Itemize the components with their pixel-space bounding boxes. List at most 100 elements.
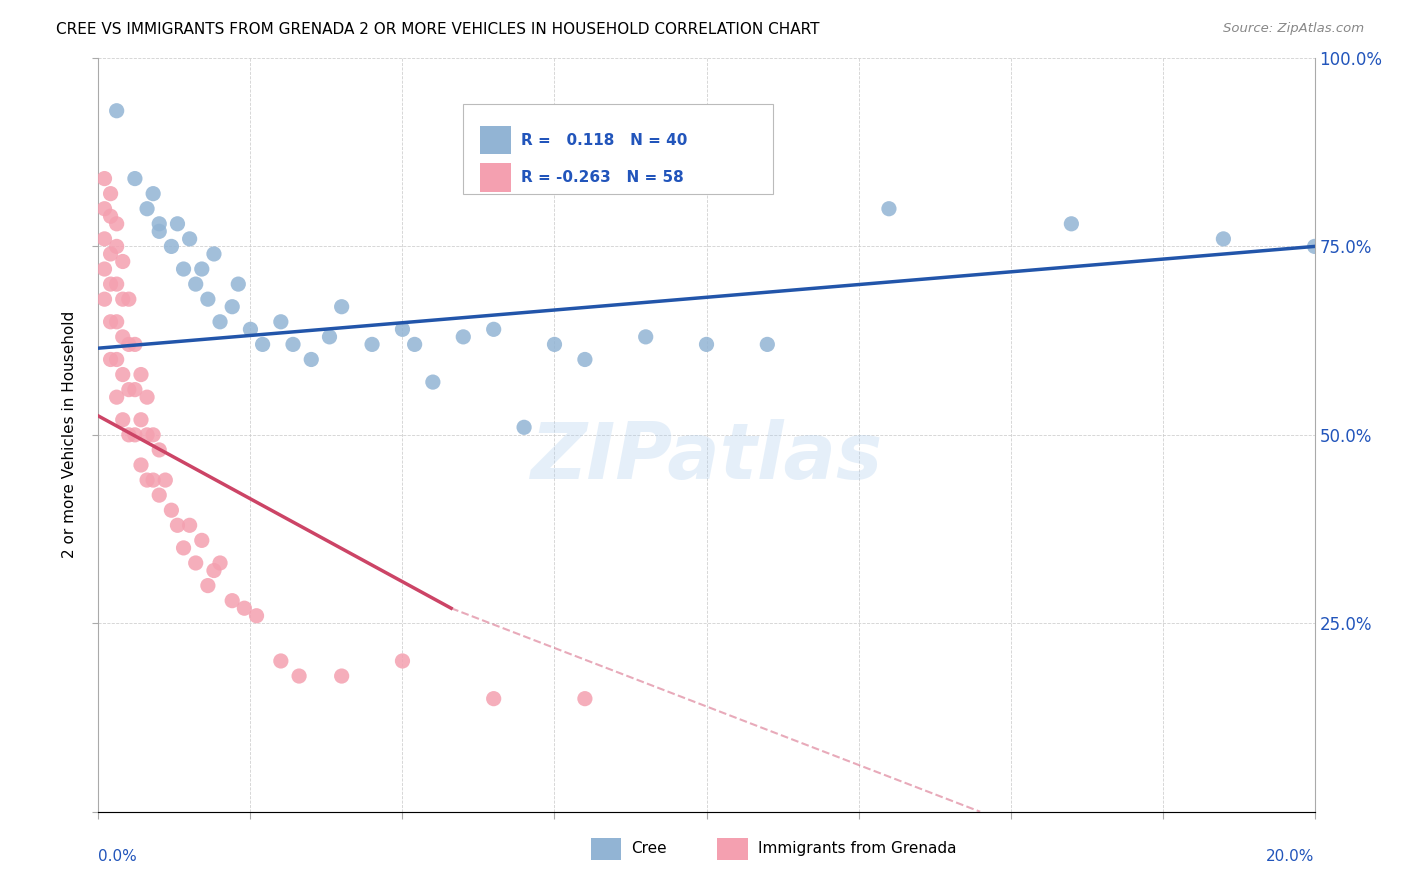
- Point: [100, 247, 122, 261]
- Point: [124, 171, 146, 186]
- Point: [111, 292, 134, 306]
- Text: Immigrants from Grenada: Immigrants from Grenada: [758, 841, 956, 855]
- Point: [105, 103, 128, 118]
- Point: [330, 669, 353, 683]
- Point: [142, 473, 165, 487]
- Point: [184, 556, 207, 570]
- Point: [179, 232, 201, 246]
- Point: [209, 556, 232, 570]
- Text: R =   0.118   N = 40: R = 0.118 N = 40: [522, 133, 688, 148]
- Point: [160, 503, 183, 517]
- Point: [877, 202, 900, 216]
- Point: [179, 518, 201, 533]
- Point: [111, 254, 134, 268]
- Point: [105, 315, 128, 329]
- Point: [696, 337, 718, 351]
- Point: [184, 277, 207, 291]
- Point: [111, 368, 134, 382]
- Point: [221, 593, 243, 607]
- Point: [299, 352, 322, 367]
- Point: [1303, 239, 1326, 253]
- Text: Source: ZipAtlas.com: Source: ZipAtlas.com: [1223, 22, 1364, 36]
- Point: [93, 262, 115, 277]
- Point: [1060, 217, 1083, 231]
- Point: [281, 337, 304, 351]
- Point: [93, 232, 115, 246]
- Point: [233, 601, 256, 615]
- Point: [148, 217, 170, 231]
- Point: [574, 691, 596, 706]
- Point: [93, 171, 115, 186]
- Point: [124, 337, 146, 351]
- Point: [105, 277, 128, 291]
- Point: [100, 186, 122, 201]
- Point: [245, 608, 267, 623]
- Point: [105, 352, 128, 367]
- Point: [124, 427, 146, 442]
- Point: [756, 337, 779, 351]
- Point: [111, 413, 134, 427]
- Point: [239, 322, 262, 336]
- Point: [191, 533, 214, 548]
- Point: [173, 262, 195, 277]
- Point: [361, 337, 384, 351]
- Point: [209, 315, 232, 329]
- Point: [1212, 232, 1234, 246]
- Point: [111, 330, 134, 344]
- Point: [136, 202, 159, 216]
- Point: [422, 375, 444, 389]
- Point: [100, 352, 122, 367]
- Point: [391, 654, 413, 668]
- Point: [574, 352, 596, 367]
- Point: [148, 442, 170, 457]
- Point: [105, 390, 128, 404]
- Point: [202, 247, 225, 261]
- Point: [191, 262, 214, 277]
- Point: [118, 292, 141, 306]
- Point: [142, 427, 165, 442]
- Point: [166, 217, 188, 231]
- Y-axis label: 2 or more Vehicles in Household: 2 or more Vehicles in Household: [62, 311, 77, 558]
- Point: [129, 413, 152, 427]
- Point: [166, 518, 188, 533]
- Point: [391, 322, 413, 336]
- Point: [202, 564, 225, 578]
- Text: ZIPatlas: ZIPatlas: [530, 419, 883, 495]
- Point: [155, 473, 177, 487]
- Point: [129, 368, 152, 382]
- Point: [136, 473, 159, 487]
- Point: [105, 239, 128, 253]
- Point: [634, 330, 657, 344]
- Text: 20.0%: 20.0%: [1267, 849, 1315, 864]
- Text: Cree: Cree: [631, 841, 666, 855]
- Point: [330, 300, 353, 314]
- Point: [124, 383, 146, 397]
- Point: [197, 578, 219, 592]
- Point: [118, 383, 141, 397]
- Point: [93, 292, 115, 306]
- Point: [318, 330, 340, 344]
- Point: [513, 420, 536, 434]
- Point: [226, 277, 249, 291]
- Point: [270, 654, 292, 668]
- Point: [100, 315, 122, 329]
- Point: [543, 337, 565, 351]
- Point: [93, 202, 115, 216]
- Point: [270, 315, 292, 329]
- Text: 0.0%: 0.0%: [98, 849, 138, 864]
- Point: [100, 209, 122, 223]
- Point: [160, 239, 183, 253]
- Point: [142, 186, 165, 201]
- Point: [252, 337, 274, 351]
- Point: [148, 488, 170, 502]
- Point: [129, 458, 152, 472]
- Point: [100, 277, 122, 291]
- Point: [105, 217, 128, 231]
- Text: R = -0.263   N = 58: R = -0.263 N = 58: [522, 170, 683, 186]
- Point: [197, 292, 219, 306]
- Point: [404, 337, 426, 351]
- Text: CREE VS IMMIGRANTS FROM GRENADA 2 OR MORE VEHICLES IN HOUSEHOLD CORRELATION CHAR: CREE VS IMMIGRANTS FROM GRENADA 2 OR MOR…: [56, 22, 820, 37]
- Point: [148, 224, 170, 238]
- Point: [453, 330, 475, 344]
- Point: [482, 322, 505, 336]
